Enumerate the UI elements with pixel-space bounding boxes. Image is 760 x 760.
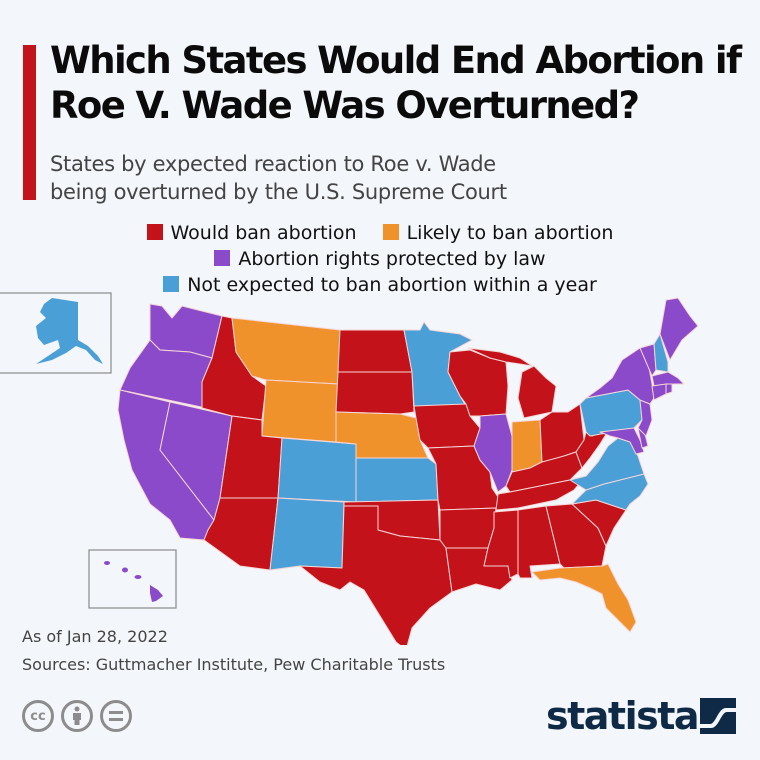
title-accent-bar <box>23 45 36 200</box>
license-icons: cc <box>22 700 132 732</box>
state-ND <box>337 329 413 373</box>
as-of-date: As of Jan 28, 2022 <box>22 627 168 646</box>
creative-commons-icon[interactable]: cc <box>22 700 54 732</box>
state-MI <box>467 347 557 419</box>
state-CT <box>651 383 667 401</box>
state-IL <box>473 413 513 493</box>
legend-swatch-red <box>146 224 163 240</box>
state-NY <box>585 347 655 405</box>
subtitle: States by expected reaction to Roe v. Wa… <box>50 150 690 206</box>
legend-item-likely-ban: Likely to ban abortion <box>382 220 614 246</box>
state-ME <box>659 297 699 361</box>
legend-label: Not expected to ban abortion within a ye… <box>187 274 597 296</box>
sources: Sources: Guttmacher Institute, Pew Chari… <box>22 655 446 674</box>
us-map <box>0 292 699 645</box>
state-NH <box>653 333 669 373</box>
state-WY <box>261 379 339 443</box>
state-TX <box>299 505 453 645</box>
legend-label: Likely to ban abortion <box>406 222 614 244</box>
state-RI <box>665 383 673 395</box>
legend-swatch-blue <box>163 276 180 292</box>
alaska-inset-box <box>0 292 112 374</box>
no-derivatives-icon[interactable] <box>100 700 132 732</box>
attribution-icon[interactable] <box>61 700 93 732</box>
legend-swatch-orange <box>382 224 399 240</box>
state-AR <box>439 507 497 551</box>
legend: Would ban abortion Likely to ban abortio… <box>100 220 660 298</box>
legend-label: Abortion rights protected by law <box>238 248 546 270</box>
state-HI <box>104 561 163 602</box>
subtitle-line-1: States by expected reaction to Roe v. Wa… <box>50 152 496 176</box>
state-AK <box>36 298 103 364</box>
person-icon <box>73 706 81 725</box>
state-SD <box>335 371 415 415</box>
statista-logo-text[interactable]: statista <box>546 694 700 738</box>
legend-item-protected: Abortion rights protected by law <box>214 246 546 272</box>
state-MD <box>599 427 645 455</box>
legend-item-would-ban: Would ban abortion <box>146 220 357 246</box>
hawaii-inset-box <box>88 549 177 609</box>
state-FL <box>531 563 637 633</box>
page-title: Which States Would End Abortion if Roe V… <box>50 39 742 127</box>
state-NM <box>269 497 345 571</box>
state-KS <box>355 457 439 503</box>
statista-logo-icon[interactable] <box>700 698 736 734</box>
legend-swatch-purple <box>214 250 231 266</box>
equals-icon <box>109 711 123 721</box>
legend-label: Would ban abortion <box>170 222 357 244</box>
state-CO <box>277 437 357 503</box>
subtitle-line-2: being overturned by the U.S. Supreme Cou… <box>50 180 507 204</box>
legend-item-not-expected: Not expected to ban abortion within a ye… <box>163 272 597 298</box>
